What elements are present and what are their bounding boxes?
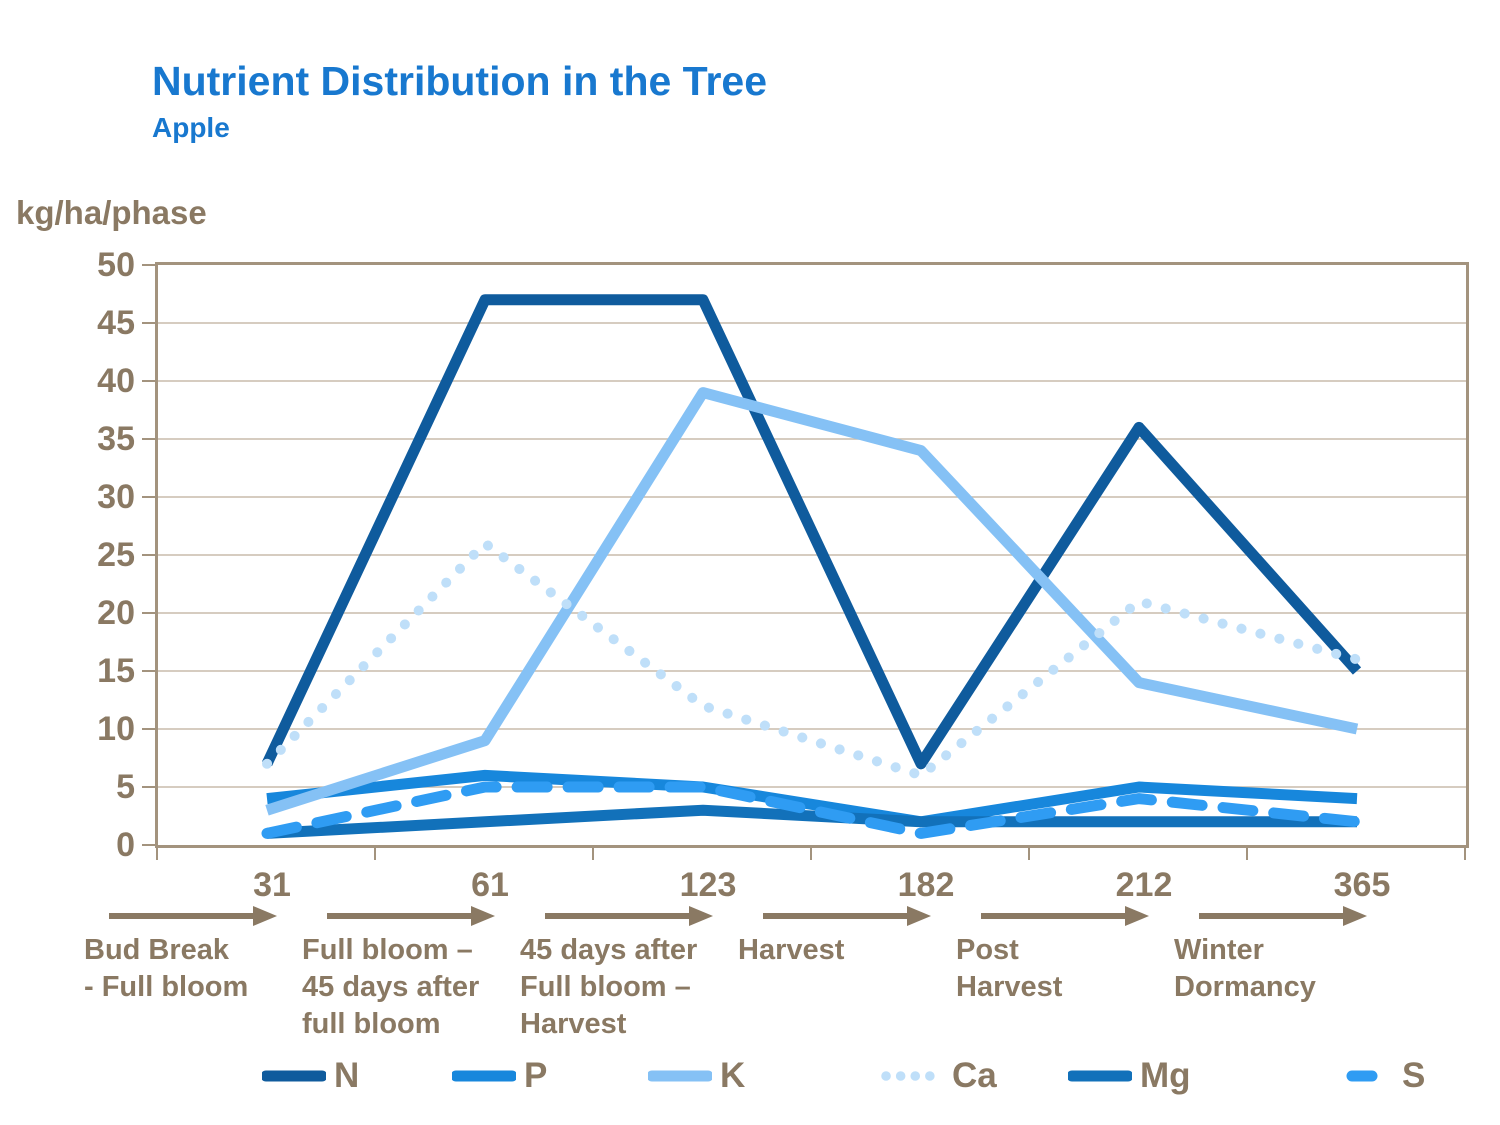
legend-item-k: K — [648, 1052, 745, 1100]
legend-swatch-solid-icon — [648, 1070, 712, 1082]
y-tick-label: 45 — [97, 304, 135, 342]
phase-arrow-head — [1343, 906, 1367, 926]
phase-label: Harvest — [738, 934, 845, 966]
y-tick-mark — [142, 612, 156, 614]
x-tick-mark — [810, 845, 812, 860]
page-title: Nutrient Distribution in the Tree — [152, 58, 768, 104]
y-tick-mark — [142, 844, 156, 846]
y-tick-label: 10 — [97, 710, 135, 748]
series-line-s — [261, 781, 1363, 839]
series-line-ca — [262, 538, 1362, 781]
legend-item-s: S — [1330, 1052, 1425, 1100]
phase-label: Post Harvest — [956, 934, 1063, 1003]
y-tick-label: 35 — [97, 420, 135, 458]
phase-arrow-shaft — [981, 913, 1127, 919]
phase-arrow-shaft — [1199, 913, 1345, 919]
phase-arrow-icon — [109, 906, 277, 926]
y-tick-label: 30 — [97, 478, 135, 516]
legend-swatch-dotted-icon — [881, 1071, 944, 1081]
y-tick-label: 15 — [97, 652, 135, 690]
series-line-n — [262, 294, 1362, 770]
x-tick-mark — [1246, 845, 1248, 860]
phase-label: Full bloom – 45 days after full bloom — [302, 934, 480, 1040]
x-category-day-label: 31 — [253, 866, 291, 904]
legend-label: K — [720, 1056, 746, 1095]
x-tick-mark — [592, 845, 594, 860]
phase-arrow-icon — [981, 906, 1149, 926]
phase-arrow-head — [689, 906, 713, 926]
y-tick-label: 0 — [116, 826, 135, 864]
x-category-day-label: 212 — [1115, 866, 1173, 904]
x-tick-mark — [1464, 845, 1466, 860]
x-category-day-label: 365 — [1333, 866, 1391, 904]
phase-label: 45 days after Full bloom – Harvest — [520, 934, 698, 1040]
legend-item-n: N — [262, 1052, 359, 1100]
y-tick-mark — [142, 554, 156, 556]
phase-arrow-head — [471, 906, 495, 926]
y-tick-mark — [142, 786, 156, 788]
x-category-day-label: 182 — [897, 866, 955, 904]
y-tick-mark — [142, 496, 156, 498]
x-tick-mark — [156, 845, 158, 860]
phase-arrow-shaft — [109, 913, 255, 919]
legend-swatch-solid-icon — [262, 1070, 326, 1082]
x-tick-mark — [1028, 845, 1030, 860]
y-axis-unit-label: kg/ha/phase — [16, 194, 207, 231]
y-tick-mark — [142, 380, 156, 382]
legend-label: Ca — [952, 1056, 997, 1095]
y-tick-mark — [142, 728, 156, 730]
phase-arrow-icon — [545, 906, 713, 926]
y-tick-mark — [142, 322, 156, 324]
plot-area — [155, 262, 1469, 848]
legend-item-p: P — [452, 1052, 547, 1100]
series-line-k — [265, 387, 1359, 816]
legend-item-mg: Mg — [1068, 1052, 1191, 1100]
legend-swatch-dashed-icon — [1346, 1070, 1378, 1082]
phase-arrow-head — [1125, 906, 1149, 926]
phase-arrow-shaft — [763, 913, 909, 919]
phase-arrow-icon — [763, 906, 931, 926]
phase-arrow-icon — [1199, 906, 1367, 926]
y-tick-mark — [142, 264, 156, 266]
phase-arrow-shaft — [327, 913, 473, 919]
y-tick-label: 40 — [97, 362, 135, 400]
y-tick-label: 25 — [97, 536, 135, 574]
phase-arrow-shaft — [545, 913, 691, 919]
y-tick-label: 5 — [116, 768, 135, 806]
page-subtitle: Apple — [152, 112, 230, 143]
legend-item-ca: Ca — [880, 1052, 997, 1100]
legend-label: P — [524, 1056, 548, 1095]
legend-swatch-solid-icon — [1068, 1070, 1132, 1082]
y-tick-label: 50 — [97, 246, 135, 284]
phase-arrow-icon — [327, 906, 495, 926]
phase-label: Bud Break - Full bloom — [84, 934, 249, 1003]
phase-arrow-head — [907, 906, 931, 926]
legend: N P K Ca Mg S — [0, 1052, 1500, 1100]
series-line-p — [266, 769, 1358, 828]
line-chart — [158, 294, 1466, 839]
legend-label: Mg — [1140, 1056, 1191, 1095]
series-line-mg — [266, 804, 1357, 839]
y-tick-label: 20 — [97, 594, 135, 632]
phase-arrow-head — [253, 906, 277, 926]
y-tick-mark — [142, 438, 156, 440]
legend-label: S — [1402, 1056, 1426, 1095]
x-tick-mark — [374, 845, 376, 860]
y-tick-mark — [142, 670, 156, 672]
legend-swatch-solid-icon — [452, 1070, 516, 1082]
x-category-day-label: 61 — [471, 866, 509, 904]
phase-label: Winter Dormancy — [1174, 934, 1316, 1003]
legend-label: N — [334, 1056, 360, 1095]
x-category-day-label: 123 — [679, 866, 737, 904]
